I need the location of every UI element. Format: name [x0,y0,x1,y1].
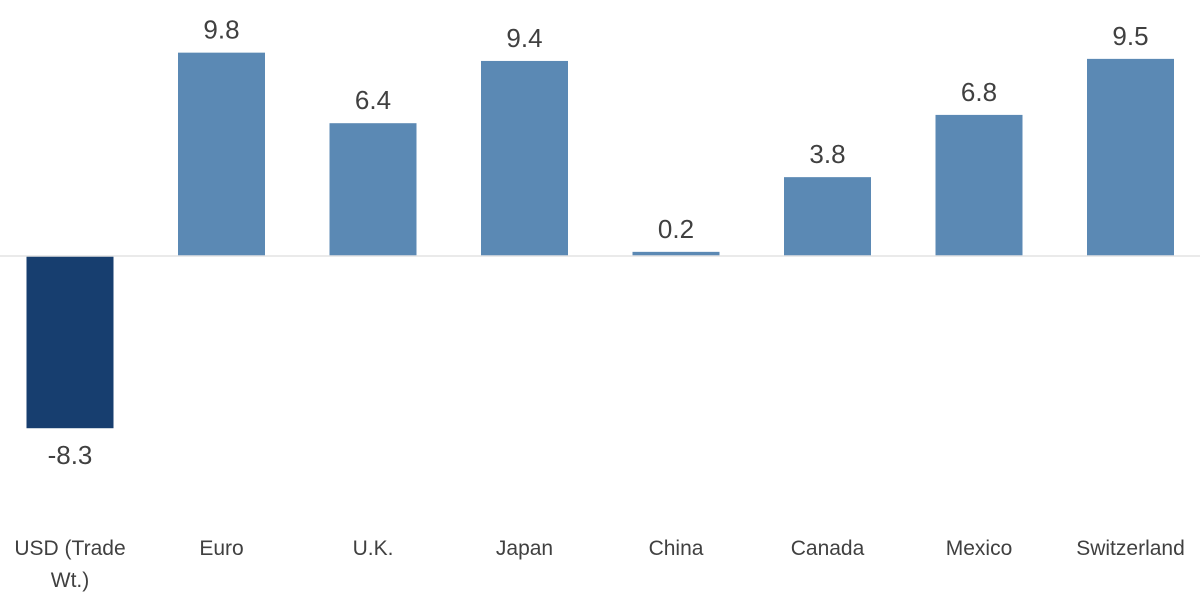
bar [329,123,417,256]
data-label: 6.4 [355,85,391,115]
bar [1087,58,1174,256]
category-label: Japan [496,537,553,560]
category-label: Mexico [946,537,1013,560]
category-label: Euro [199,537,243,560]
category-label: China [649,537,704,560]
data-label: 0.2 [658,214,694,244]
category-label: Wt.) [51,569,89,592]
bar [481,60,568,257]
category-label: Canada [791,537,865,560]
category-label: U.K. [353,537,394,560]
category-label: Switzerland [1076,537,1185,560]
category-label: USD (Trade [14,537,125,560]
data-label: 9.4 [506,23,542,53]
data-label: 9.5 [1112,21,1148,51]
bar [26,256,114,429]
data-label: 9.8 [203,15,239,45]
bar [178,52,265,257]
data-label: 6.8 [961,77,997,107]
data-label: -8.3 [48,440,93,470]
data-label: 3.8 [809,139,845,169]
bar [935,114,1023,257]
bar [784,177,871,256]
bar [632,251,720,256]
